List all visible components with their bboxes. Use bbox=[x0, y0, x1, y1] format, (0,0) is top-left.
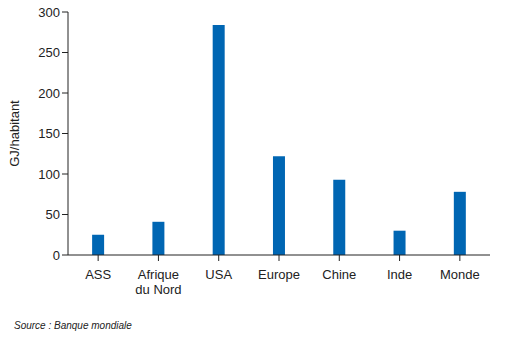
svg-text:Europe: Europe bbox=[258, 267, 300, 282]
svg-text:200: 200 bbox=[38, 86, 60, 101]
svg-text:GJ/habitant: GJ/habitant bbox=[8, 100, 22, 167]
svg-text:50: 50 bbox=[46, 207, 60, 222]
svg-text:250: 250 bbox=[38, 45, 60, 60]
svg-text:0: 0 bbox=[53, 248, 60, 263]
svg-text:150: 150 bbox=[38, 126, 60, 141]
svg-text:Chine: Chine bbox=[322, 267, 356, 282]
svg-text:Monde: Monde bbox=[440, 267, 480, 282]
svg-text:Inde: Inde bbox=[387, 267, 412, 282]
svg-text:100: 100 bbox=[38, 167, 60, 182]
svg-text:Afriquedu Nord: Afriquedu Nord bbox=[135, 267, 181, 297]
html-text:Source : Banque mondiale: Source : Banque mondiale bbox=[14, 320, 132, 331]
svg-text:USA: USA bbox=[205, 267, 232, 282]
svg-text:ASS: ASS bbox=[85, 267, 111, 282]
svg-text:300: 300 bbox=[38, 5, 60, 20]
